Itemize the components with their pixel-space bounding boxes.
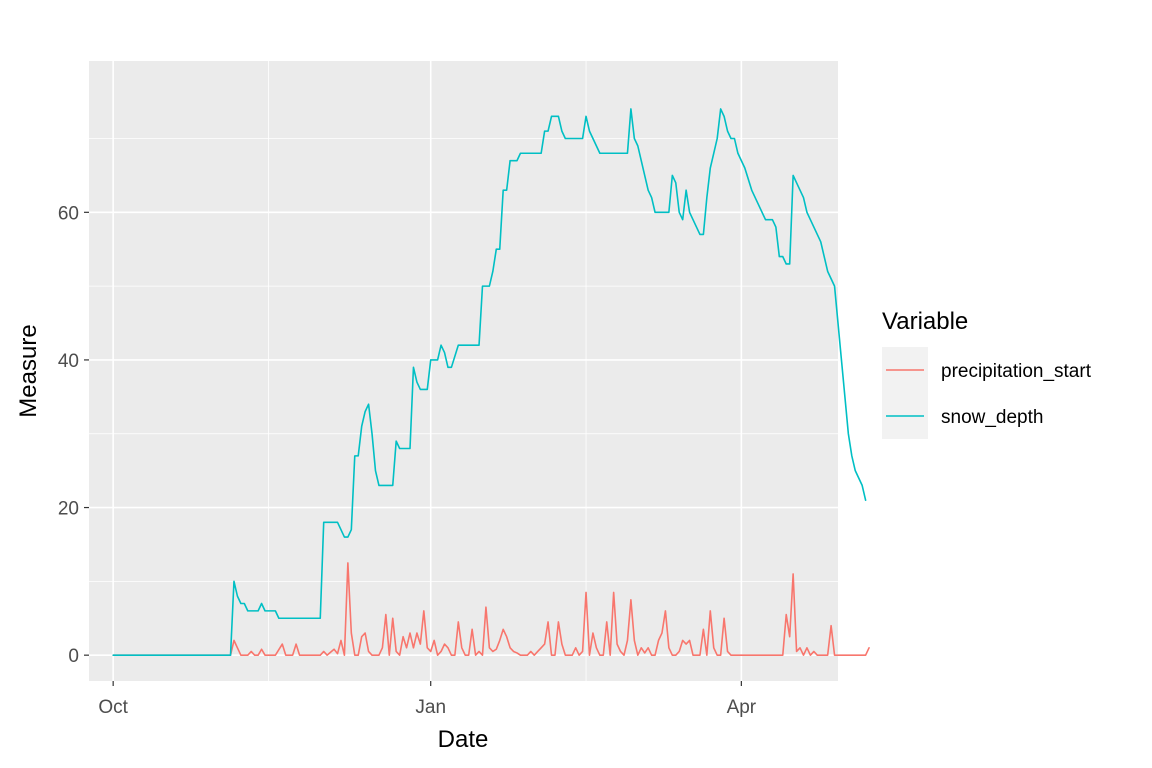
y-tick-label: 40 bbox=[58, 351, 79, 372]
panel-background bbox=[89, 61, 838, 681]
legend: Variable precipitation_start snow_depth bbox=[882, 308, 1092, 439]
x-axis-title: Date bbox=[438, 726, 489, 753]
y-axis: 0 20 40 60 bbox=[58, 203, 89, 667]
x-axis: Oct Jan Apr bbox=[98, 681, 757, 718]
series-line-precipitation-start bbox=[112, 562, 870, 656]
series-lines bbox=[112, 108, 870, 656]
legend-title: Variable bbox=[882, 308, 968, 335]
series-line-snow-depth bbox=[112, 108, 867, 656]
y-axis-title: Measure bbox=[15, 324, 42, 417]
x-tick-label: Oct bbox=[98, 697, 128, 718]
legend-label: snow_depth bbox=[941, 407, 1043, 428]
legend-label: precipitation_start bbox=[941, 361, 1092, 382]
x-tick-label: Apr bbox=[727, 697, 757, 718]
x-tick-label: Jan bbox=[415, 697, 446, 718]
minor-gridlines bbox=[89, 61, 838, 681]
y-tick-label: 60 bbox=[58, 203, 79, 224]
legend-entries: precipitation_start snow_depth bbox=[882, 347, 1092, 439]
y-tick-label: 0 bbox=[68, 646, 79, 667]
y-tick-label: 20 bbox=[58, 499, 79, 520]
